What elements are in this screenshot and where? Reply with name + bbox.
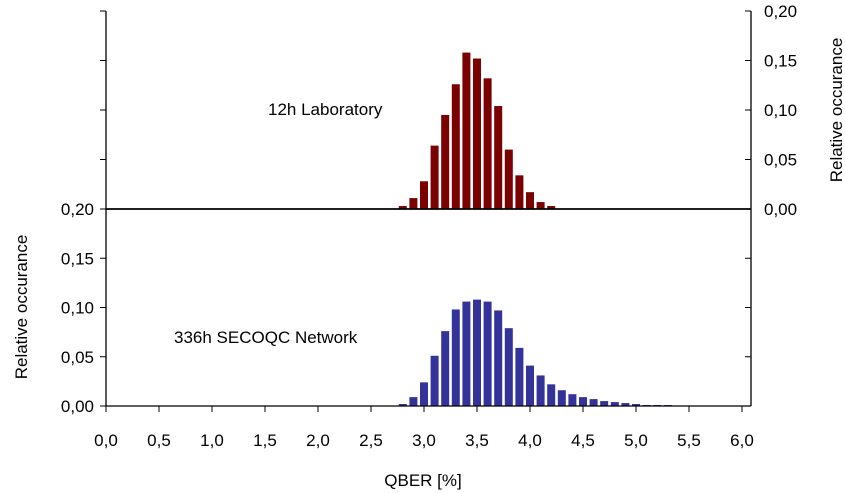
bottom-y-tick-label-4: 0,20 [61,200,94,219]
bottom-bar-17 [579,397,587,406]
left-y-axis-title: Relative occurance [12,235,31,380]
right-y-axis-title: Relative occurance [827,38,845,183]
top-bar-11 [515,175,524,209]
top-bar-8 [483,78,492,209]
x-tick-label-2: 1,0 [200,431,224,450]
top-bar-3 [430,145,439,209]
bottom-bar-13 [536,375,545,406]
x-tick-label-6: 3,0 [412,431,436,450]
bottom-bar-14 [547,384,556,406]
bottom-bar-4 [441,331,450,406]
top-bar-6 [462,52,471,209]
bottom-bar-0 [398,404,407,406]
bottom-bar-9 [494,310,503,406]
bottom-bar-5 [451,309,460,406]
x-tick-label-12: 6,0 [730,431,754,450]
x-tick-label-9: 4,5 [571,431,595,450]
top-bar-5 [451,84,460,209]
bottom-bar-6 [462,301,471,406]
x-tick-label-8: 4,0 [518,431,542,450]
top-bar-1 [409,198,418,209]
x-tick-label-4: 2,0 [306,431,330,450]
bottom-bar-19 [600,401,609,406]
top-bar-9 [494,106,503,209]
bottom-bar-20 [610,402,619,406]
top-y-tick-label-1: 0,05 [764,151,797,170]
bottom-bar-8 [483,301,492,406]
top-y-tick-label-4: 0,20 [764,2,797,21]
x-tick-label-5: 2,5 [359,431,383,450]
x-tick-label-11: 5,5 [677,431,701,450]
bottom-bar-18 [589,399,598,406]
bottom-bar-10 [504,328,513,406]
bottom-bar-22 [632,404,640,406]
x-tick-label-0: 0,0 [94,431,118,450]
bottom-y-tick-label-3: 0,15 [61,249,94,268]
top-y-tick-label-3: 0,15 [764,52,797,71]
plot-area: 0,00 0,05 0,10 0,15 0,20 0,00 0,05 0,10 0,15 0,20… [61,2,797,450]
bottom-y-tick-label-0: 0,00 [61,397,94,416]
x-axis-title: QBER [%] [384,471,461,490]
bottom-bar-1 [409,397,418,406]
x-tick-label-1: 0,5 [147,431,171,450]
bottom-bar-3 [430,355,439,406]
top-bar-14 [547,206,556,209]
bottom-bar-16 [568,394,577,406]
bottom-y-tick-label-2: 0,10 [61,299,94,318]
top-bar-13 [536,202,545,209]
top-bar-12 [526,192,534,209]
x-tick-label-10: 5,0 [624,431,648,450]
top-y-tick-label-0: 0,00 [764,200,797,219]
top-panel-annotation: 12h Laboratory [268,100,383,119]
bottom-bar-15 [557,390,566,406]
top-bar-4 [441,114,450,209]
bottom-bar-12 [526,365,534,406]
bottom-bar-21 [621,403,630,406]
top-bar-10 [504,149,513,209]
bottom-bar-11 [515,347,524,406]
top-bar-2 [420,181,428,209]
x-tick-label-7: 3,5 [465,431,489,450]
bottom-y-tick-label-1: 0,05 [61,348,94,367]
top-y-tick-label-2: 0,10 [764,101,797,120]
x-tick-label-3: 1,5 [253,431,277,450]
top-bar-0 [398,206,407,209]
bottom-bar-7 [473,299,481,406]
top-bar-7 [473,58,481,209]
bottom-bar-2 [420,382,428,406]
bottom-panel-annotation: 336h SECOQC Network [174,328,358,347]
